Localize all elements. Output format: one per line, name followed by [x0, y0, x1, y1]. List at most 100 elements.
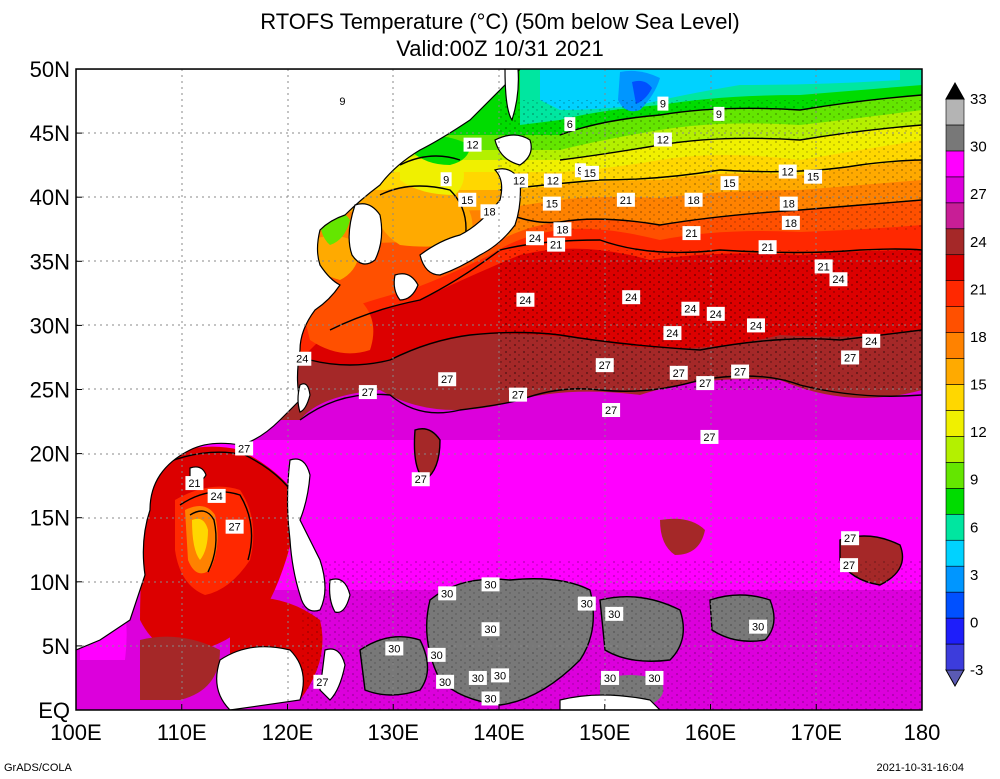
colorbar-swatch — [945, 513, 965, 541]
contour-label-text: 27 — [699, 378, 711, 390]
contour-label-box — [440, 172, 452, 187]
contour-label-text: 27 — [844, 352, 856, 364]
contour-label-box — [663, 326, 682, 341]
contour-label-box — [313, 674, 332, 689]
colorbar-swatch — [945, 384, 965, 411]
colorbar-swatch — [945, 202, 965, 230]
contour-label-text: 9 — [577, 165, 583, 177]
x-tick-label: 110E — [157, 720, 207, 745]
contour-label: 24 — [681, 301, 700, 316]
contour-label: 24 — [622, 290, 641, 305]
contour-label-box — [463, 137, 482, 152]
contour-label: 9 — [574, 163, 586, 178]
contour-label-box — [481, 691, 500, 706]
colorbar-swatch — [945, 462, 965, 489]
contour-label: 24 — [525, 231, 544, 246]
contour-label-text: 9 — [716, 109, 722, 121]
contour-label-text: 30 — [484, 693, 496, 705]
contour-label: 12 — [778, 164, 797, 179]
y-tick-label: 20N — [30, 442, 70, 467]
contour-label-text: 27 — [362, 387, 374, 399]
contour-label-text: 27 — [599, 360, 611, 372]
contour-label: 30 — [427, 647, 446, 662]
contour-lines — [149, 94, 922, 706]
contour-label-text: 24 — [666, 328, 678, 340]
contour-label-box — [577, 596, 596, 611]
contour-label-text: 12 — [513, 176, 525, 188]
contour-label-box — [616, 192, 635, 207]
contour-label-box — [553, 222, 572, 237]
contour-label-text: 9 — [660, 99, 666, 111]
colorbar-swatch — [945, 591, 965, 619]
contour-label-box — [601, 670, 620, 685]
colorbar-swatch — [945, 228, 965, 256]
contour-label-text: 24 — [684, 304, 696, 316]
colorbar-swatch — [945, 306, 965, 333]
contour-label: 12 — [510, 173, 529, 188]
contour-label: 27 — [411, 472, 430, 487]
contour-label-text: 12 — [466, 140, 478, 152]
contour-label-box — [458, 192, 477, 207]
contour-label-box — [427, 647, 446, 662]
contour-label-box — [438, 586, 457, 601]
colorbar-level-label: 9 — [970, 472, 978, 489]
contour-label: 21 — [682, 226, 701, 241]
contour-label: 27 — [225, 519, 244, 534]
colorbar-level-label: 24 — [970, 234, 987, 251]
contour-label-box — [684, 192, 703, 207]
contour-label-text: 27 — [843, 560, 855, 572]
contour-label-text: 27 — [512, 390, 524, 402]
contour-label-box — [841, 350, 860, 365]
contour-label-box — [840, 558, 859, 573]
contour-label-box — [781, 215, 800, 230]
colorbar-level-label: 0 — [970, 614, 978, 631]
contour-label: 24 — [829, 272, 848, 287]
contour-label: 12 — [653, 132, 672, 147]
contour-label: 30 — [481, 622, 500, 637]
y-axis-ticks: EQ 5N 10N 15N 20N 25N 30N 35N 40N 45N 50N — [30, 57, 82, 723]
contour-label-text: 9 — [339, 96, 345, 108]
y-tick-label: EQ — [38, 698, 70, 723]
contour-label-box — [580, 165, 599, 180]
contour-label: 30 — [605, 606, 624, 621]
contour-label-text: 21 — [550, 240, 562, 252]
contour-label-box — [542, 196, 561, 211]
colorbar-swatch — [945, 98, 965, 126]
contour-label: 30 — [645, 670, 664, 685]
contour-label-box — [605, 606, 624, 621]
contour-label: 18 — [684, 192, 703, 207]
colorbar-level-label: 6 — [970, 519, 978, 536]
contour-label-text: 27 — [441, 374, 453, 386]
y-tick-label: 15N — [30, 506, 70, 531]
contour-label-text: 6 — [567, 119, 573, 131]
contour-label-box — [749, 619, 768, 634]
y-tick-label: 10N — [30, 570, 70, 595]
contour-label-box — [829, 272, 848, 287]
contour-label-text: 30 — [494, 670, 506, 682]
contour-label: 27 — [438, 372, 457, 387]
contour-label: 27 — [840, 558, 859, 573]
contour-label-text: 27 — [415, 474, 427, 486]
contour-label-box — [436, 674, 455, 689]
contour-label: 21 — [616, 192, 635, 207]
contour-label-box — [468, 670, 487, 685]
contour-label: 15 — [720, 176, 739, 191]
contour-label-box — [525, 231, 544, 246]
contour-label: 15 — [580, 165, 599, 180]
contour-label-text: 27 — [605, 405, 617, 417]
contour-label: 27 — [595, 358, 614, 373]
y-tick-label: 25N — [30, 378, 70, 403]
contour-label-box — [480, 204, 499, 219]
contour-label-text: 30 — [484, 579, 496, 591]
contour-label-text: 15 — [723, 178, 735, 190]
x-tick-label: 160E — [685, 720, 736, 745]
contour-label-box — [657, 96, 669, 111]
contour-label-box — [696, 376, 715, 391]
contour-label-box — [731, 364, 750, 379]
contour-label: 12 — [463, 137, 482, 152]
contour-label-box — [653, 132, 672, 147]
contour-label: 24 — [516, 292, 535, 307]
contour-label: 21 — [814, 259, 833, 274]
contour-label-text: 21 — [818, 261, 830, 273]
colorbar-level-label: 18 — [970, 329, 987, 346]
